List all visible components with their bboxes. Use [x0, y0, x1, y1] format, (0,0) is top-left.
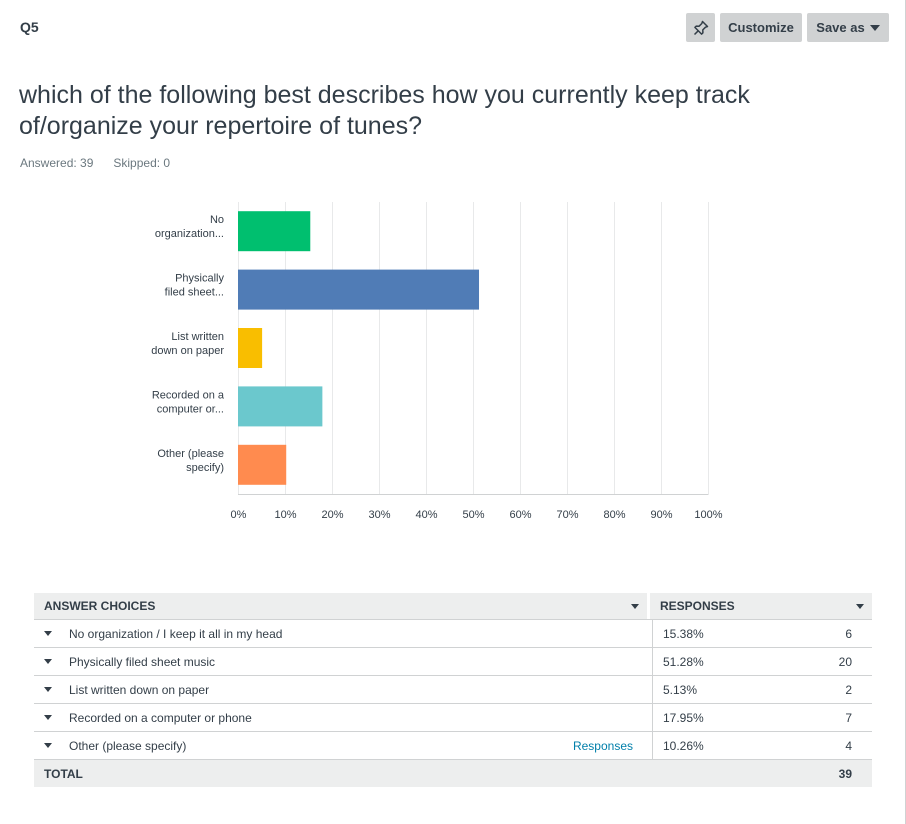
answer-choice-label: Physically filed sheet music [69, 654, 216, 669]
expand-caret-icon[interactable] [44, 659, 52, 664]
response-percent: 51.28% [663, 654, 704, 669]
answer-choices-header-label: ANSWER CHOICES [44, 599, 156, 613]
answer-choice-cell: Recorded on a computer or phone [34, 704, 653, 731]
response-count: 20 [838, 654, 852, 669]
response-count: 2 [845, 682, 852, 697]
bar [238, 444, 287, 485]
response-percent: 17.95% [663, 710, 704, 725]
x-tick-label: 100% [694, 509, 722, 521]
answer-choice-cell: No organization / I keep it all in my he… [34, 620, 653, 647]
save-as-button[interactable]: Save as [807, 13, 889, 42]
toolbar: Customize Save as [686, 13, 889, 42]
bar [238, 386, 323, 427]
answer-choice-cell: List written down on paper [34, 676, 653, 703]
x-tick-label: 60% [509, 509, 531, 521]
response-percent: 15.38% [663, 626, 704, 641]
answer-table: ANSWER CHOICES RESPONSES No organization… [34, 593, 872, 787]
response-percent: 10.26% [663, 738, 704, 753]
pin-icon [693, 20, 708, 35]
total-count: 39 [838, 766, 852, 781]
bar-chart: 0% 10% 20% 30% 40% 50% 60% 70% 80% 90% 100% No organ… [151, 202, 723, 521]
x-tick-label: 50% [462, 509, 484, 521]
customize-button[interactable]: Customize [720, 13, 802, 42]
answered-count: Answered: 39 [20, 156, 94, 170]
save-as-label: Save as [816, 20, 865, 35]
table-row: Other (please specify) Responses 10.26% 4 [34, 732, 872, 760]
table-row: Recorded on a computer or phone 17.95% 7 [34, 704, 872, 732]
bar [238, 269, 480, 310]
response-count: 6 [845, 626, 852, 641]
x-tick-label: 10% [274, 509, 296, 521]
answer-choice-label: No organization / I keep it all in my he… [69, 626, 283, 641]
x-tick-label: 80% [603, 509, 625, 521]
responses-header[interactable]: RESPONSES [650, 593, 872, 619]
pin-button[interactable] [686, 13, 715, 42]
answer-choice-label: Recorded on a computer or phone [69, 710, 252, 725]
answer-choice-label: List written down on paper [69, 682, 210, 697]
bar [238, 328, 263, 368]
skipped-count: Skipped: 0 [113, 156, 171, 170]
x-tick-label: 70% [556, 509, 578, 521]
responses-link[interactable]: Responses [572, 738, 633, 753]
response-count: 4 [845, 738, 852, 753]
question-title: which of the following best describes ho… [19, 81, 750, 140]
y-category-label: No [210, 214, 224, 226]
table-header: ANSWER CHOICES RESPONSES [34, 593, 872, 620]
table-row: No organization / I keep it all in my he… [34, 620, 872, 648]
chevron-down-icon [869, 24, 880, 31]
x-tick-label: 40% [415, 509, 437, 521]
response-stats: Answered: 39 Skipped: 0 [20, 156, 170, 170]
response-count: 7 [845, 710, 852, 725]
table-row: Physically filed sheet music 51.28% 20 [34, 648, 872, 676]
y-category-label: filed sheet... [165, 287, 224, 299]
x-tick-label: 30% [368, 509, 390, 521]
y-category-label: down on paper [151, 345, 224, 357]
answer-choice-cell: Physically filed sheet music [34, 648, 653, 675]
y-category-label: List written [171, 331, 224, 343]
total-row: TOTAL 39 [34, 760, 872, 787]
answer-choice-cell: Other (please specify) Responses [34, 732, 653, 759]
sort-caret-icon [631, 603, 639, 609]
response-percent: 5.13% [663, 682, 698, 697]
y-category-label: Recorded on a [152, 389, 225, 401]
question-number: Q5 [20, 19, 39, 35]
x-tick-label: 90% [650, 509, 672, 521]
sort-caret-icon [856, 603, 864, 609]
answer-choice-label: Other (please specify) [69, 738, 187, 753]
table-row: List written down on paper 5.13% 2 [34, 676, 872, 704]
y-category-label: computer or... [157, 403, 224, 415]
expand-caret-icon[interactable] [44, 687, 52, 692]
expand-caret-icon[interactable] [44, 743, 52, 748]
expand-caret-icon[interactable] [44, 715, 52, 720]
x-tick-label: 0% [231, 509, 247, 521]
answer-choices-header[interactable]: ANSWER CHOICES [34, 593, 650, 619]
y-category-label: Physically [175, 273, 224, 285]
total-label: TOTAL [44, 766, 83, 781]
bar [238, 211, 311, 252]
expand-caret-icon[interactable] [44, 631, 52, 636]
x-tick-label: 20% [321, 509, 343, 521]
y-category-label: organization... [155, 228, 224, 240]
y-category-label: specify) [186, 462, 224, 474]
responses-header-label: RESPONSES [660, 599, 735, 613]
y-category-label: Other (please [157, 448, 224, 460]
